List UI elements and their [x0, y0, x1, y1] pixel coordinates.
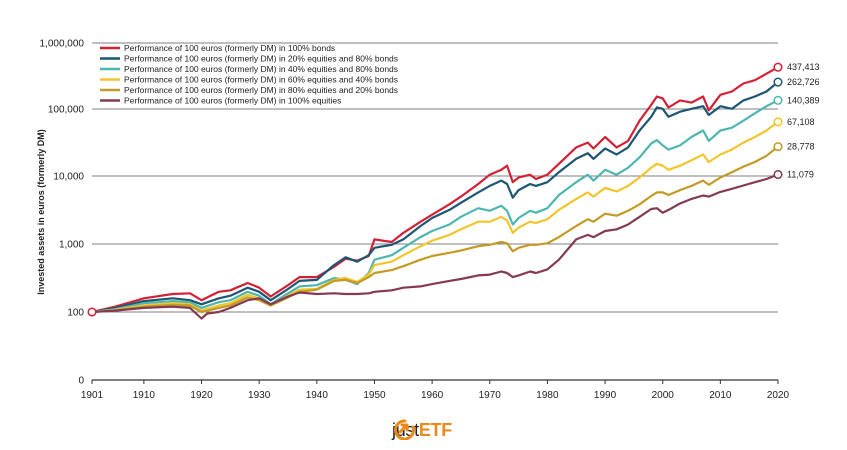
y-tick-label: 100 [67, 308, 84, 319]
series-line-1 [91, 66, 779, 314]
x-tick-label: 2000 [652, 390, 675, 401]
y-tick-label: 0 [78, 376, 84, 387]
series-line-5 [91, 145, 779, 314]
x-tick-label: 1930 [248, 390, 271, 401]
series-line-2 [91, 81, 779, 314]
x-tick-label: 1950 [363, 390, 386, 401]
legend-item-label: Performance of 100 euros (formerly DM) i… [124, 96, 341, 106]
x-tick-label: 1970 [479, 390, 502, 401]
series-end-marker [773, 117, 783, 127]
y-tick-label: 100,000 [48, 105, 85, 116]
legend-item-label: Performance of 100 euros (formerly DM) i… [124, 75, 398, 85]
series-end-marker [773, 95, 783, 105]
x-tick-label: 1901 [81, 390, 104, 401]
series-end-marker [773, 169, 783, 180]
series-line-3 [91, 99, 779, 314]
x-tick-label: 2010 [709, 390, 732, 401]
x-tick-label: 2020 [767, 390, 790, 401]
series-end-marker [773, 77, 783, 87]
legend-item-label: Performance of 100 euros (formerly DM) i… [124, 54, 398, 64]
series-end-marker [773, 62, 783, 72]
y-tick-label: 1,000,000 [40, 39, 85, 50]
series-end-label: 67,108 [787, 117, 815, 127]
x-tick-label: 1910 [133, 390, 156, 401]
legend-item-label: Performance of 100 euros (formerly DM) i… [124, 85, 398, 95]
y-axis-title: Invested assets in euros (formerly DM) [36, 129, 46, 295]
x-tick-label: 1960 [421, 390, 444, 401]
legend-item-label: Performance of 100 euros (formerly DM) i… [124, 43, 335, 53]
x-tick-label: 1920 [190, 390, 213, 401]
x-tick-label: 1940 [306, 390, 329, 401]
start-marker [87, 307, 97, 317]
y-axis: 0 100 1,000 10,000 100,000 1,000,000 [40, 39, 85, 387]
series-end-marker [773, 142, 783, 152]
series-line-6 [91, 173, 779, 320]
x-axis: 1901 1910 1920 1930 1940 1950 1960 1970 1980 1990… [81, 380, 790, 401]
x-tick-label: 1990 [594, 390, 617, 401]
y-tick-label: 10,000 [53, 172, 84, 183]
y-tick-label: 1,000 [59, 240, 84, 251]
legend-item-label: Performance of 100 euros (formerly DM) i… [124, 64, 398, 74]
justetf-logo-icon [394, 419, 415, 440]
series-lines: 437,413 262,726 140,389 67,108 28,778 11,079 [87, 62, 820, 320]
series-end-label: 11,079 [787, 170, 814, 180]
performance-line-chart: 0 100 1,000 10,000 100,000 1,000,000 1901 1910… [36, 39, 820, 402]
brand-logo: justETF [392, 418, 452, 442]
series-end-label: 140,389 [787, 95, 820, 105]
legend: Performance of 100 euros (formerly DM) i… [100, 43, 398, 106]
series-end-label: 262,726 [787, 77, 820, 87]
x-tick-label: 1980 [536, 390, 559, 401]
series-end-label: 437,413 [787, 62, 820, 72]
series-end-label: 28,778 [787, 142, 815, 152]
grid-lines [92, 42, 778, 381]
